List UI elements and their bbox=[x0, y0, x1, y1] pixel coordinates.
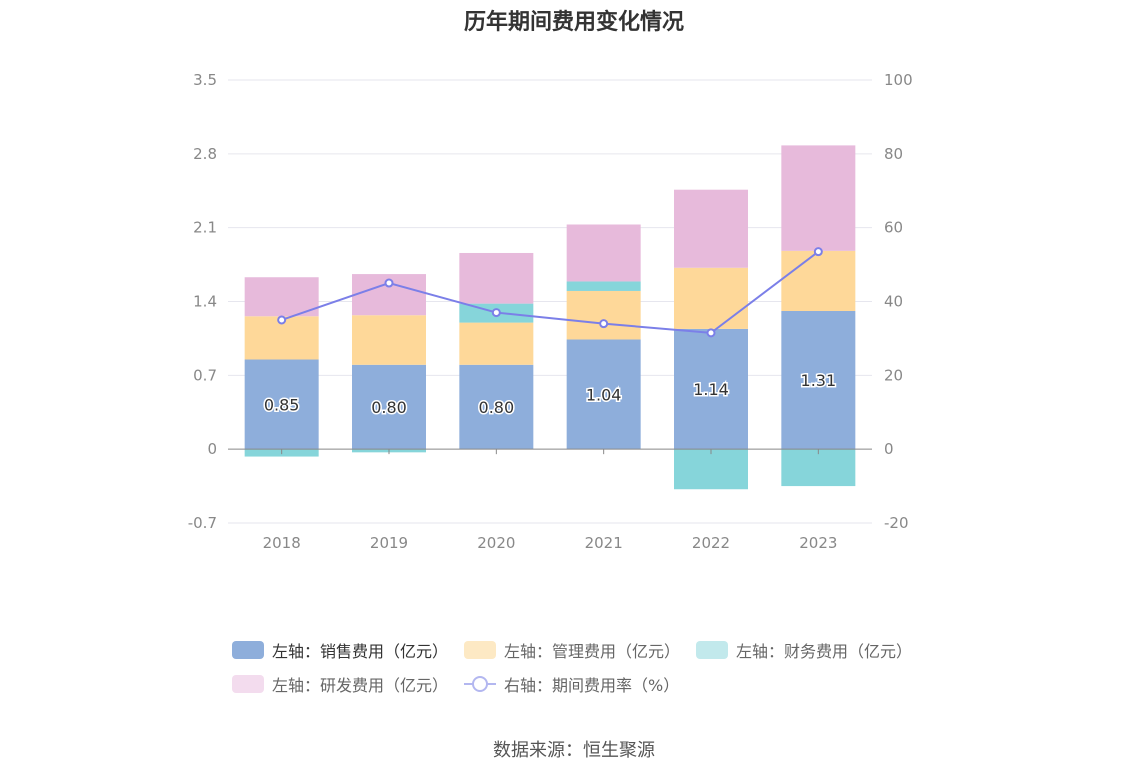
right-axis-tick-label: 80 bbox=[884, 145, 903, 163]
bar-2022-series-0 bbox=[674, 328, 748, 450]
left-axis-tick-label: -0.7 bbox=[188, 514, 217, 532]
legend-item-finance[interactable]: 左轴：财务费用（亿元） bbox=[696, 638, 912, 662]
bar-2020-series-3 bbox=[459, 252, 534, 304]
bar-data-label: 1.04 bbox=[586, 385, 622, 404]
x-axis-tick-label: 2020 bbox=[477, 534, 515, 552]
bar-2019-series-1 bbox=[352, 315, 426, 365]
legend-item-management[interactable]: 左轴：管理费用（亿元） bbox=[464, 638, 680, 662]
bar-2021-series-1 bbox=[566, 290, 641, 340]
bar-2023-series-3 bbox=[781, 145, 856, 251]
legend-item-sales[interactable]: 左轴：销售费用（亿元） bbox=[232, 638, 448, 662]
legend-label-expense-rate: 右轴：期间费用率（%） bbox=[504, 676, 680, 695]
expense-rate-point bbox=[599, 319, 609, 329]
left-axis-tick-label: 2.8 bbox=[193, 145, 217, 163]
left-axis-tick-label: 1.4 bbox=[193, 293, 217, 311]
source-note: 数据来源：恒生聚源 bbox=[493, 740, 655, 761]
legend-line-marker bbox=[464, 675, 496, 693]
left-axis-tick-label: 0.7 bbox=[193, 366, 217, 384]
right-axis-tick-label: 100 bbox=[884, 71, 913, 89]
chart-title: 历年期间费用变化情况 bbox=[463, 10, 684, 35]
legend-label-finance: 左轴：财务费用（亿元） bbox=[736, 642, 913, 661]
chart-plot: 3.5 100 2.8 80 2.1 60 1.4 40 0.7 20 0 0 -0.7 -20 0.85 0… bbox=[188, 71, 913, 552]
bar-data-label: 0.80 bbox=[371, 398, 407, 417]
legend-item-rnd[interactable]: 左轴：研发费用（亿元） bbox=[232, 672, 448, 696]
bar-2022-series-1 bbox=[674, 267, 748, 329]
expense-rate-point bbox=[706, 328, 716, 338]
right-axis-tick-label: -20 bbox=[884, 514, 909, 532]
expense-rate-point bbox=[491, 308, 501, 318]
bar-2023-series-2 bbox=[781, 449, 856, 487]
right-axis-tick-label: 60 bbox=[884, 219, 903, 237]
bar-2023-series-1 bbox=[781, 250, 856, 311]
bar-2018-series-3 bbox=[244, 277, 319, 317]
bar-2020-series-0 bbox=[459, 364, 534, 450]
bar-2019-series-0 bbox=[352, 364, 426, 450]
legend-swatch-rnd bbox=[232, 675, 264, 693]
legend-swatch-finance bbox=[696, 641, 728, 659]
legend-label-management: 左轴：管理费用（亿元） bbox=[504, 642, 681, 661]
bar-2020-series-1 bbox=[459, 322, 534, 365]
x-axis-tick-label: 2021 bbox=[585, 534, 623, 552]
bar-data-label: 1.14 bbox=[693, 380, 729, 399]
legend-swatch-sales bbox=[232, 641, 264, 659]
legend-label-sales: 左轴：销售费用（亿元） bbox=[272, 642, 449, 661]
expense-rate-line bbox=[281, 250, 819, 334]
bar-data-label: 0.80 bbox=[479, 398, 515, 417]
legend-swatch-management bbox=[464, 641, 496, 659]
legend-label-rnd: 左轴：研发费用（亿元） bbox=[272, 676, 449, 695]
bar-2023-series-0 bbox=[781, 310, 856, 450]
bar-data-label: 0.85 bbox=[264, 395, 300, 414]
right-axis-tick-label: 0 bbox=[884, 440, 894, 458]
legend-item-expense-rate[interactable]: 右轴：期间费用率（%） bbox=[464, 672, 679, 696]
bar-2022-series-2 bbox=[674, 449, 748, 490]
left-axis-tick-label: 3.5 bbox=[193, 71, 217, 89]
expense-rate-point bbox=[813, 247, 823, 257]
x-axis-tick-label: 2022 bbox=[692, 534, 730, 552]
right-axis-tick-label: 40 bbox=[884, 293, 903, 311]
bar-2022-series-3 bbox=[674, 189, 748, 268]
left-axis-tick-label: 0 bbox=[207, 440, 217, 458]
right-axis-tick-label: 20 bbox=[884, 366, 903, 384]
bar-2021-series-2 bbox=[566, 281, 641, 291]
bar-2021-series-3 bbox=[566, 224, 641, 282]
bar-data-label: 1.31 bbox=[801, 371, 837, 390]
expense-rate-point bbox=[384, 278, 394, 288]
x-axis-tick-label: 2023 bbox=[799, 534, 837, 552]
x-axis-tick-label: 2018 bbox=[263, 534, 301, 552]
bar-2021-series-0 bbox=[566, 339, 641, 450]
x-axis-tick-label: 2019 bbox=[370, 534, 408, 552]
left-axis-tick-label: 2.1 bbox=[193, 219, 217, 237]
bar-2018-series-0 bbox=[244, 359, 319, 450]
expense-rate-point bbox=[277, 315, 287, 325]
